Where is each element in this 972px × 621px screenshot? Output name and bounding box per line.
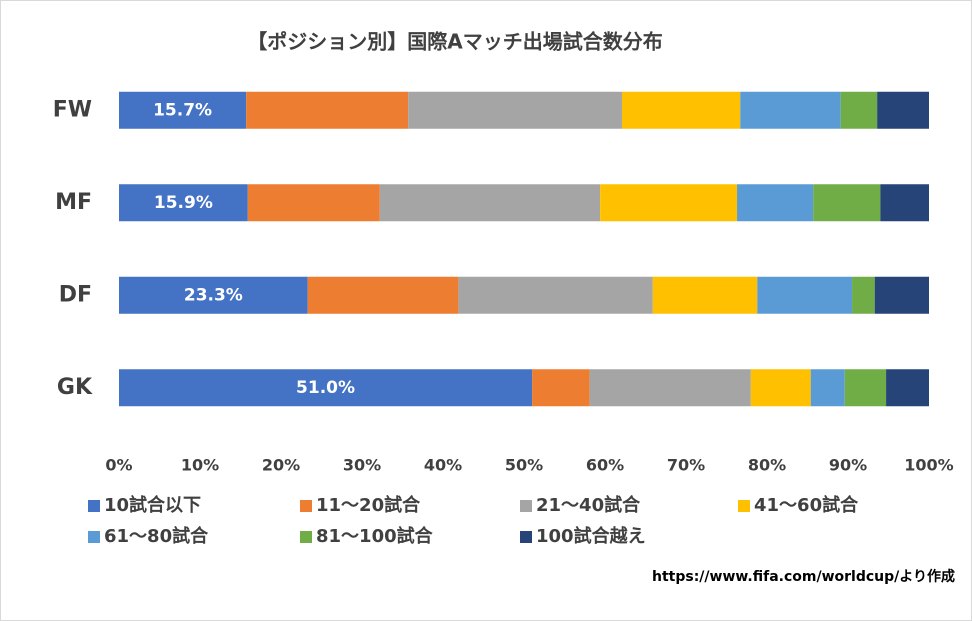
legend-label: 61〜80試合 — [104, 525, 209, 547]
bar-segment — [852, 276, 875, 314]
bar-segment — [740, 91, 841, 129]
x-tick-label: 30% — [343, 456, 381, 475]
y-tick-label: DF — [59, 282, 92, 307]
bar-segment — [119, 91, 247, 129]
data-label: 15.9% — [154, 193, 213, 213]
bar-segment — [119, 369, 533, 407]
bar-segment — [379, 184, 601, 222]
bar-segment — [737, 184, 814, 222]
x-tick-label: 60% — [586, 456, 624, 475]
legend-swatch — [300, 500, 312, 512]
data-label: 15.7% — [153, 100, 212, 120]
legend-swatch — [520, 531, 532, 543]
x-tick-label: 20% — [262, 456, 300, 475]
legend-swatch — [520, 500, 532, 512]
x-tick-label: 90% — [829, 456, 867, 475]
bar-segment — [600, 184, 738, 222]
bar-segment — [810, 369, 845, 407]
bar-segment — [408, 91, 623, 129]
x-tick-label: 50% — [505, 456, 543, 475]
y-tick-label: GK — [57, 375, 93, 400]
x-tick-label: 70% — [667, 456, 705, 475]
x-tick-label: 40% — [424, 456, 462, 475]
data-label: 51.0% — [296, 378, 355, 398]
bar-segment — [880, 184, 929, 222]
bar-segment — [844, 369, 887, 407]
x-tick-label: 80% — [748, 456, 786, 475]
bar-segment — [247, 184, 380, 222]
legend-swatch — [88, 500, 100, 512]
bar-segment — [119, 276, 308, 314]
legend-swatch — [738, 500, 750, 512]
legend-label: 100試合越え — [536, 525, 646, 547]
legend-label: 11〜20試合 — [316, 494, 421, 516]
bar-segment — [813, 184, 881, 222]
legend-swatch — [300, 531, 312, 543]
x-tick-label: 10% — [181, 456, 219, 475]
legend-label: 10試合以下 — [104, 494, 201, 516]
y-tick-label: FW — [53, 97, 92, 122]
x-tick-label: 0% — [105, 456, 132, 475]
x-tick-label: 100% — [904, 456, 953, 475]
data-label: 23.3% — [184, 285, 243, 305]
chart-title: 【ポジション別】国際Aマッチ出場試合数分布 — [247, 30, 662, 54]
bar-segment — [874, 276, 929, 314]
bar-segment — [622, 91, 741, 129]
bar-segment — [458, 276, 653, 314]
y-tick-label: MF — [55, 190, 92, 215]
source-note: https://www.fifa.com/worldcup/より作成 — [652, 568, 955, 585]
legend-label: 81〜100試合 — [316, 525, 434, 547]
bar-segment — [532, 369, 590, 407]
bar-segment — [652, 276, 758, 314]
legend-swatch — [88, 531, 100, 543]
legend-label: 21〜40試合 — [536, 494, 641, 516]
bar-segment — [886, 369, 929, 407]
bar-segment — [119, 184, 248, 222]
bar-segment — [307, 276, 459, 314]
bar-segment — [840, 91, 878, 129]
bar-segment — [246, 91, 409, 129]
bar-segment — [750, 369, 811, 407]
bar-segment — [757, 276, 853, 314]
bar-segment — [877, 91, 929, 129]
bar-segment — [589, 369, 751, 407]
legend-label: 41〜60試合 — [754, 494, 859, 516]
